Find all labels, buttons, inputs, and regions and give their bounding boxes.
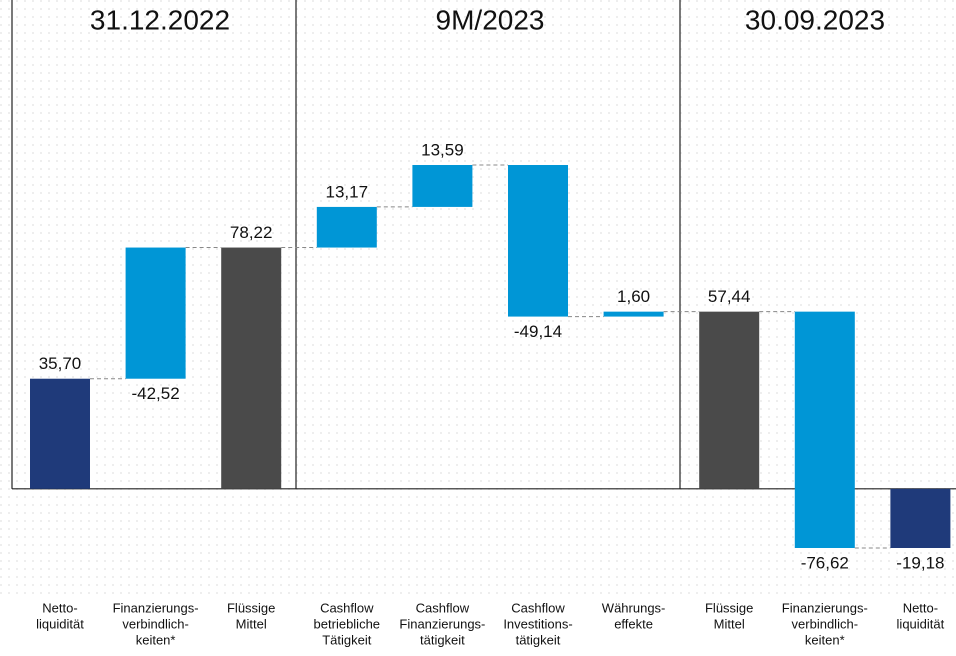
bar <box>890 488 951 548</box>
section-title: 31.12.2022 <box>90 4 230 35</box>
bar <box>794 311 855 548</box>
x-tick-label: Währungs- <box>602 600 666 615</box>
value-label: 35,70 <box>39 354 82 373</box>
x-tick-label: Finanzierungs- <box>399 616 485 631</box>
x-tick-label: Tätigkeit <box>322 632 372 647</box>
bar <box>316 206 377 248</box>
x-tick-label: Netto- <box>42 600 77 615</box>
x-tick-label: keiten* <box>805 632 845 647</box>
x-tick-label: Flüssige <box>227 600 275 615</box>
bar <box>221 247 282 489</box>
bar <box>603 311 664 317</box>
section-title: 9M/2023 <box>436 4 545 35</box>
bar <box>508 165 568 317</box>
x-tick-label: Cashflow <box>416 600 470 615</box>
x-tick-label: verbindlich- <box>792 616 858 631</box>
value-label: 13,59 <box>421 140 464 159</box>
value-label: -42,52 <box>131 384 179 403</box>
x-tick-label: tätigkeit <box>516 632 561 647</box>
bar <box>412 165 473 207</box>
bar <box>30 378 90 489</box>
x-tick-label: effekte <box>614 616 653 631</box>
x-tick-label: Cashflow <box>320 600 374 615</box>
x-tick-label: Cashflow <box>511 600 565 615</box>
x-tick-label: betriebliche <box>314 616 381 631</box>
bar <box>699 311 760 489</box>
x-tick-label: Mittel <box>236 616 267 631</box>
value-label: 57,44 <box>708 287 751 306</box>
section-title: 30.09.2023 <box>745 4 885 35</box>
x-tick-label: Finanzierungs- <box>113 600 199 615</box>
x-tick-label: verbindlich- <box>122 616 188 631</box>
value-label: 1,60 <box>617 287 650 306</box>
value-label: -49,14 <box>514 322 562 341</box>
x-tick-label: liquidität <box>897 616 945 631</box>
x-tick-label: tätigkeit <box>420 632 465 647</box>
value-label: 13,17 <box>326 182 369 201</box>
x-tick-label: Mittel <box>714 616 745 631</box>
x-tick-label: Netto- <box>903 600 938 615</box>
x-tick-label: liquidität <box>36 616 84 631</box>
value-label: -76,62 <box>801 553 849 572</box>
x-tick-label: keiten* <box>136 632 176 647</box>
x-tick-label: Finanzierungs- <box>782 600 868 615</box>
value-label: 78,22 <box>230 223 273 242</box>
x-tick-label: Flüssige <box>705 600 753 615</box>
bar <box>125 247 186 379</box>
value-label: -19,18 <box>896 553 944 572</box>
x-tick-label: Investitions- <box>503 616 572 631</box>
